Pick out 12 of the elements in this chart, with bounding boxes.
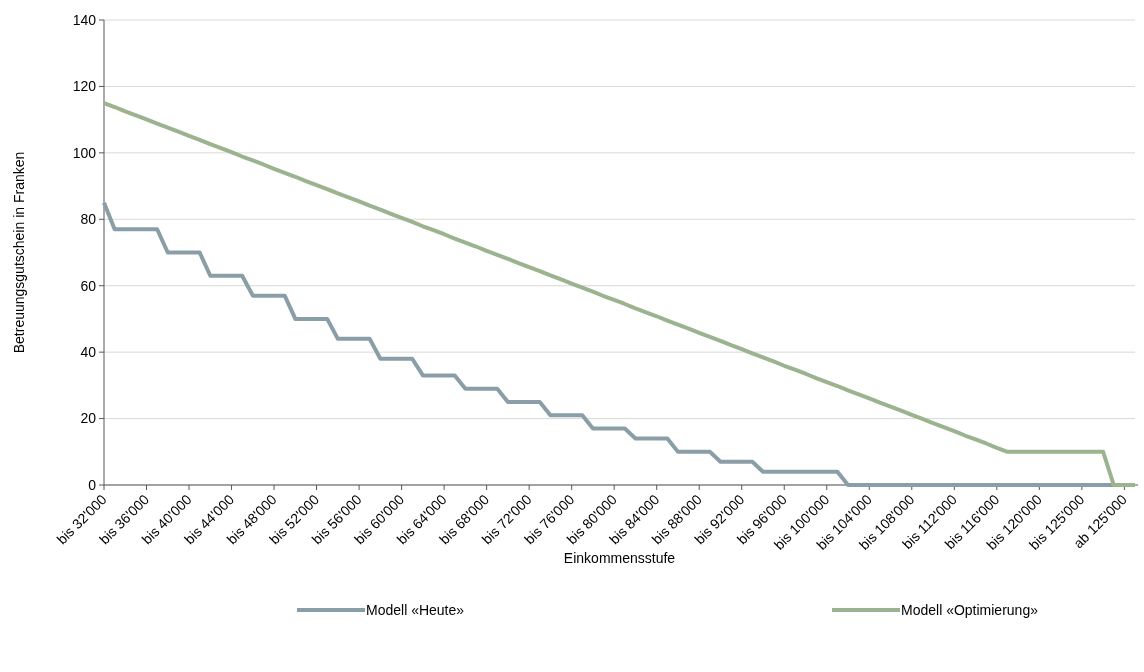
legend-label: Modell «Heute» (366, 601, 465, 618)
y-tick-label: 120 (72, 78, 97, 95)
y-tick-label: 40 (80, 344, 97, 361)
y-axis-title: Betreuungsgutschein in Franken (11, 151, 27, 354)
y-tick-label: 80 (80, 211, 97, 228)
y-tick-label: 60 (80, 277, 97, 294)
y-tick-label: 140 (72, 11, 97, 28)
y-tick-label: 0 (88, 476, 97, 493)
y-tick-label: 20 (80, 410, 97, 427)
legend-label: Modell «Optimierung» (901, 601, 1039, 618)
x-axis-title: Einkommensstufe (563, 550, 676, 566)
y-tick-label: 100 (72, 144, 97, 161)
